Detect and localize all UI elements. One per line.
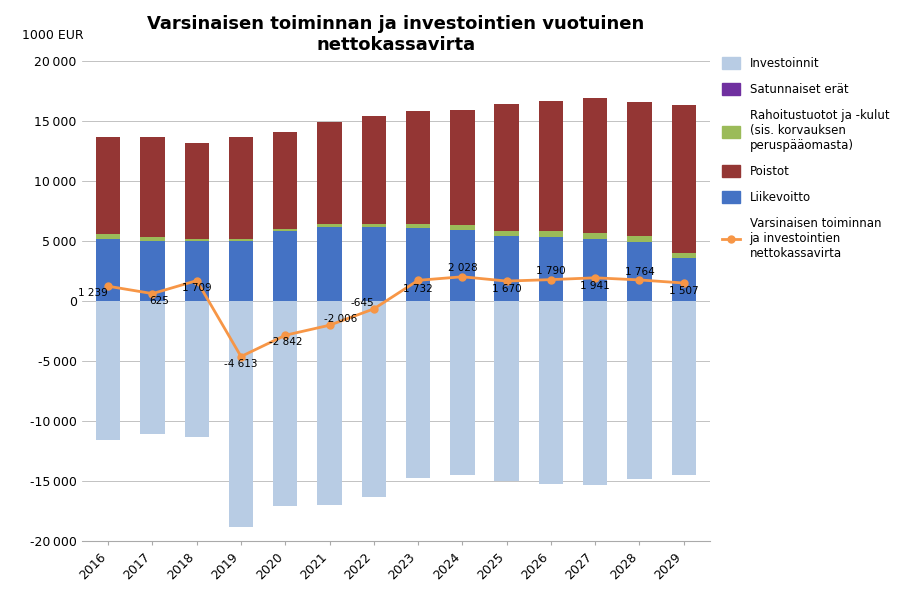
Text: -2 842: -2 842: [269, 337, 302, 347]
Bar: [494, 104, 519, 232]
Bar: [229, 239, 253, 241]
Bar: [229, 137, 253, 239]
Bar: [627, 242, 652, 301]
Text: 1 764: 1 764: [624, 266, 654, 276]
Bar: [185, 143, 209, 239]
Bar: [627, 236, 652, 242]
Bar: [185, 241, 209, 301]
Bar: [627, 301, 652, 479]
Text: 1 670: 1 670: [491, 284, 521, 294]
Bar: [362, 224, 386, 227]
Bar: [672, 105, 696, 253]
Text: -645: -645: [351, 298, 375, 308]
Bar: [140, 238, 165, 241]
Bar: [229, 301, 253, 527]
Bar: [140, 137, 165, 238]
Bar: [406, 301, 430, 478]
Bar: [538, 238, 563, 301]
Text: 1 790: 1 790: [536, 266, 566, 276]
Bar: [494, 232, 519, 236]
Text: 1000 EUR: 1000 EUR: [22, 29, 83, 42]
Bar: [185, 239, 209, 241]
Text: 625: 625: [149, 296, 169, 306]
Bar: [140, 301, 165, 435]
Bar: [627, 101, 652, 236]
Bar: [96, 301, 120, 441]
Bar: [96, 234, 120, 239]
Bar: [494, 301, 519, 481]
Text: 2 028: 2 028: [448, 263, 477, 273]
Bar: [538, 301, 563, 484]
Bar: [450, 226, 474, 230]
Bar: [318, 301, 342, 505]
Text: 1 507: 1 507: [669, 287, 699, 297]
Bar: [583, 301, 607, 485]
Bar: [406, 112, 430, 224]
Bar: [96, 239, 120, 301]
Bar: [494, 236, 519, 301]
Bar: [318, 122, 342, 224]
Bar: [450, 301, 474, 475]
Bar: [672, 253, 696, 258]
Bar: [583, 233, 607, 239]
Bar: [583, 98, 607, 233]
Legend: Investoinnit, Satunnaiset erät, Rahoitustuotot ja -kulut
(sis. korvauksen
perusp: Investoinnit, Satunnaiset erät, Rahoitus…: [722, 57, 890, 260]
Bar: [450, 110, 474, 226]
Bar: [538, 232, 563, 238]
Bar: [583, 239, 607, 301]
Bar: [273, 232, 298, 301]
Text: 1 732: 1 732: [404, 284, 433, 294]
Bar: [538, 100, 563, 232]
Bar: [273, 132, 298, 229]
Bar: [362, 116, 386, 224]
Bar: [318, 224, 342, 227]
Text: 1 709: 1 709: [182, 283, 212, 293]
Bar: [406, 228, 430, 301]
Text: -4 613: -4 613: [224, 359, 258, 369]
Bar: [318, 227, 342, 301]
Bar: [362, 301, 386, 497]
Bar: [273, 301, 298, 506]
Bar: [406, 224, 430, 228]
Text: 1 941: 1 941: [580, 281, 610, 291]
Text: 1 239: 1 239: [78, 288, 108, 298]
Title: Varsinaisen toiminnan ja investointien vuotuinen
nettokassavirta: Varsinaisen toiminnan ja investointien v…: [148, 15, 644, 54]
Bar: [672, 301, 696, 475]
Bar: [229, 241, 253, 301]
Bar: [362, 227, 386, 301]
Bar: [450, 230, 474, 301]
Bar: [140, 241, 165, 301]
Bar: [185, 301, 209, 437]
Bar: [96, 137, 120, 234]
Bar: [273, 229, 298, 232]
Bar: [672, 258, 696, 301]
Text: -2 006: -2 006: [324, 314, 357, 324]
